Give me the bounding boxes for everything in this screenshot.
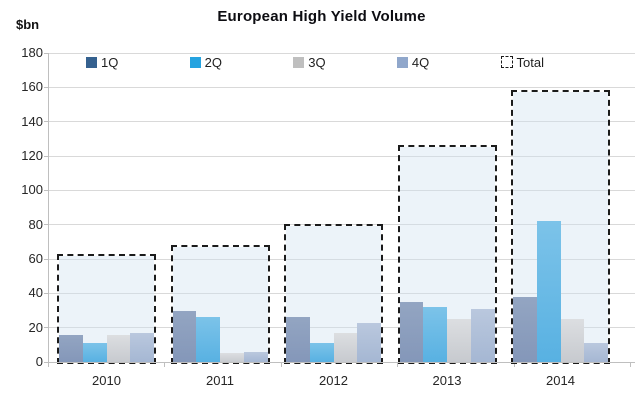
- bar-2q-2014: [536, 221, 561, 362]
- gridline: [48, 155, 635, 157]
- bar-2q-2011: [196, 317, 220, 362]
- bar-1q-2013: [399, 301, 424, 362]
- x-axis-label: 2014: [546, 373, 575, 388]
- y-axis-tick: [44, 327, 48, 329]
- bar-4q-2011: [243, 351, 268, 362]
- y-axis-tick: [44, 361, 48, 363]
- chart-title: European High Yield Volume: [217, 8, 426, 25]
- bar-4q-2014: [584, 343, 608, 362]
- y-axis-tick-label: 0: [35, 354, 43, 369]
- legend-label-total: Total: [516, 54, 544, 70]
- bar-4q-2012: [357, 322, 381, 362]
- y-axis-tick-label: 140: [21, 113, 43, 129]
- legend-swatch-1q: [86, 56, 97, 68]
- y-axis-tick: [44, 189, 48, 191]
- bar-1q-2010: [59, 334, 83, 362]
- y-axis-tick: [44, 224, 48, 226]
- legend-item-2q: 2Q: [189, 54, 222, 70]
- total-outline: [397, 145, 497, 364]
- total-outline: [284, 224, 383, 364]
- bar-2q-2012: [309, 343, 334, 362]
- legend-swatch-4q: [396, 56, 408, 68]
- legend-item-1q: 1Q: [86, 55, 118, 70]
- legend-item-total: Total: [500, 54, 544, 70]
- total-outline: [511, 90, 610, 364]
- y-axis-tick: [44, 121, 48, 123]
- bar-1q-2014: [513, 296, 537, 362]
- bar-2q-2010: [82, 343, 107, 362]
- x-axis-label: 2013: [432, 373, 462, 388]
- y-axis-tick-label: 60: [28, 251, 43, 266]
- y-axis-tick-label: 40: [28, 285, 43, 301]
- gridline: [48, 292, 635, 294]
- bar-3q-2010: [106, 334, 131, 362]
- y-axis-tick: [44, 155, 48, 157]
- y-axis-unit-label: $bn: [16, 17, 40, 32]
- legend-label-2q: 2Q: [204, 54, 222, 70]
- y-axis-tick: [44, 86, 48, 88]
- total-outline: [57, 253, 156, 364]
- legend-swatch-2q: [189, 56, 201, 68]
- y-axis-tick-label: 180: [21, 45, 43, 60]
- x-axis-label: 2012: [319, 373, 348, 388]
- x-axis-tick: [48, 363, 49, 367]
- legend: 1Q 2Q 3Q 4Q Total: [86, 54, 544, 70]
- x-axis-tick: [513, 363, 515, 367]
- legend-label-3q: 3Q: [308, 54, 326, 70]
- bar-3q-2012: [333, 332, 358, 362]
- legend-label-1q: 1Q: [101, 54, 119, 70]
- bar-3q-2011: [220, 353, 244, 362]
- bar-3q-2013: [447, 319, 471, 362]
- x-axis-tick: [280, 363, 282, 367]
- y-axis-tick: [44, 292, 48, 294]
- x-axis-label: 2011: [206, 373, 234, 388]
- x-axis-label: 2010: [92, 373, 121, 388]
- y-axis-tick-label: 120: [21, 148, 43, 163]
- gridline: [48, 258, 635, 260]
- legend-label-4q: 4Q: [411, 54, 430, 70]
- bar-4q-2013: [470, 308, 495, 362]
- bar-3q-2014: [560, 319, 585, 362]
- gridline: [48, 52, 635, 54]
- y-axis-tick-label: 20: [28, 319, 43, 335]
- x-axis-tick: [630, 363, 631, 367]
- gridline: [48, 327, 635, 329]
- x-axis-tick: [397, 363, 399, 367]
- bar-4q-2010: [130, 332, 154, 362]
- x-axis-line: [48, 362, 635, 363]
- legend-swatch-3q: [293, 56, 305, 68]
- y-axis-line: [48, 53, 49, 362]
- total-outline: [170, 244, 270, 364]
- bar-1q-2012: [286, 317, 310, 362]
- gridline: [48, 189, 635, 191]
- x-axis-tick: [164, 363, 166, 367]
- gridline: [48, 121, 635, 123]
- legend-item-4q: 4Q: [396, 54, 430, 70]
- legend-total-dashed-icon: [500, 56, 513, 68]
- y-axis-tick: [44, 258, 48, 260]
- y-axis-tick: [44, 52, 48, 54]
- y-axis-tick-label: 100: [21, 182, 43, 198]
- bar-2q-2013: [423, 307, 447, 362]
- y-axis-tick-label: 80: [28, 216, 43, 232]
- y-axis-tick-label: 160: [21, 79, 43, 95]
- bar-1q-2011: [172, 310, 197, 362]
- legend-item-3q: 3Q: [293, 54, 326, 70]
- gridline: [48, 86, 635, 88]
